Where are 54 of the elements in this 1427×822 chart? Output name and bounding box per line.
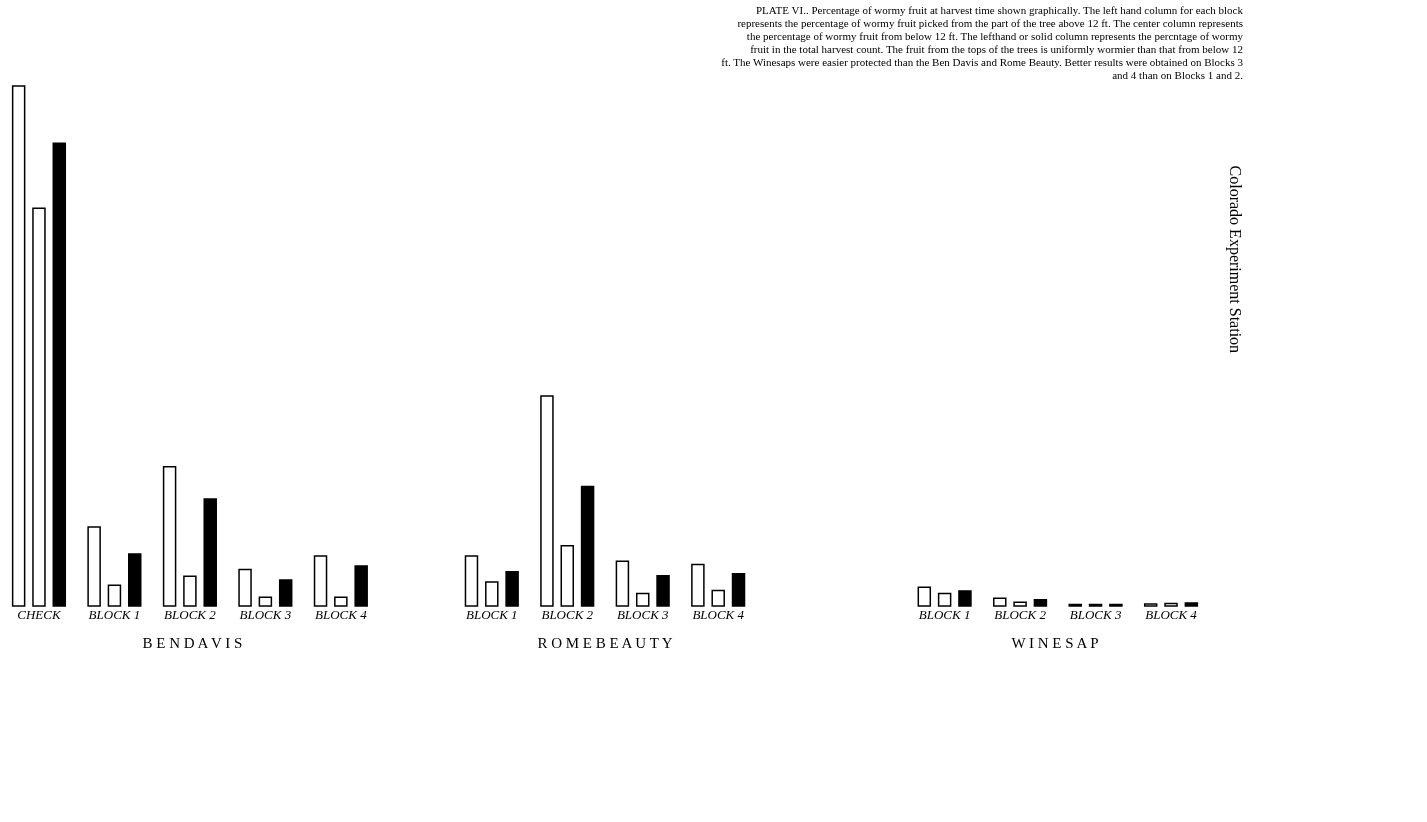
x-tick-label: BLOCK 1	[88, 606, 141, 622]
x-tick-label: BLOCK 1	[918, 606, 971, 622]
bar	[937, 592, 952, 607]
x-tick-label: BLOCK 4	[1145, 606, 1198, 622]
bar	[580, 485, 595, 607]
bar	[540, 395, 554, 607]
bar	[334, 596, 348, 607]
text: Colorado Experiment Station	[1226, 165, 1244, 354]
bar	[52, 142, 67, 607]
chart-title: PLATE VI.. Percentage of wormy fruit at harvest time shown graphically. The left hand column for each block represents the percentage of wormy fruit picked from the part of the tree above 12 ft. The center column represents the percentage of wormy fruit from below 12 ft. The lefthand or solid column represents the percntage of wormy fruit in the total harvest count. The fruit from the tops of the trees is uniformly wormier than that from below 12 ft. The Winesaps were easier protected than the Ben Davis and Rome Beauty. Better results were obtained on Blocks 3 and 4 than on Blocks 1 and 2.	[721, 4, 1244, 82]
x-tick-label: BLOCK 3	[616, 606, 670, 622]
bar	[691, 563, 705, 607]
bar	[1184, 602, 1199, 607]
bar	[128, 553, 142, 607]
bar	[1033, 599, 1048, 607]
bar	[11, 85, 26, 607]
bar	[615, 560, 630, 607]
bar	[238, 568, 252, 607]
bar	[485, 581, 499, 607]
x-tick-label: BLOCK 2	[164, 606, 217, 622]
bar	[354, 565, 368, 607]
text: B E N D A V I S	[142, 635, 243, 651]
bar	[731, 573, 746, 607]
bar	[711, 589, 725, 607]
text: W I N E S A P	[1011, 635, 1099, 651]
bar	[560, 544, 575, 607]
x-tick-label: BLOCK 3	[1069, 606, 1122, 622]
bar	[1164, 602, 1178, 607]
bar	[505, 570, 519, 607]
x-tick-label: BLOCK 4	[692, 606, 745, 622]
bar	[278, 579, 293, 607]
bar	[958, 590, 972, 607]
bar	[162, 465, 177, 607]
x-tick-label: BLOCK 3	[239, 606, 292, 622]
x-tick-label: BLOCK 1	[465, 606, 518, 622]
bar	[993, 597, 1007, 607]
x-tick-label: BLOCK 2	[541, 606, 594, 622]
bar	[258, 596, 273, 607]
bar	[1013, 601, 1027, 607]
bar	[464, 555, 479, 607]
bar	[313, 555, 328, 607]
bar	[635, 592, 650, 607]
bar	[32, 207, 46, 607]
x-tick-label: BLOCK 2	[994, 606, 1047, 622]
x-tick-label: CHECK	[17, 606, 62, 622]
bar	[917, 586, 932, 607]
bar	[656, 575, 670, 607]
bar	[87, 526, 101, 607]
bar	[107, 584, 122, 607]
bar	[183, 575, 197, 607]
bar	[1143, 603, 1158, 607]
x-tick-label: BLOCK 4	[315, 606, 368, 622]
bar	[203, 498, 217, 607]
text: R O M E B E A U T Y	[537, 635, 673, 651]
